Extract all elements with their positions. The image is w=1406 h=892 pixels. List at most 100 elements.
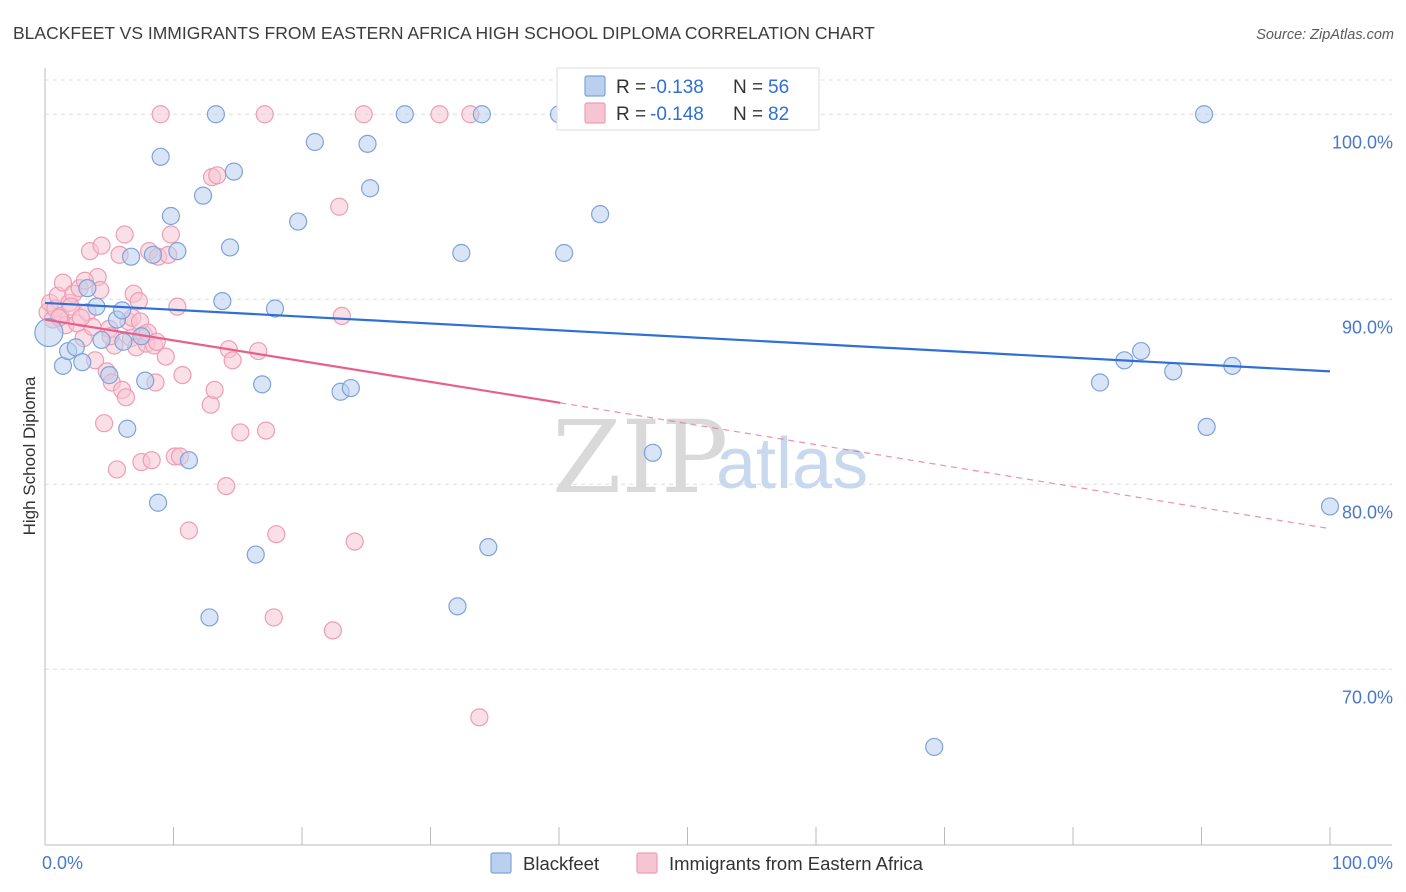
point-eafrica bbox=[345, 532, 364, 551]
point-blackfeet bbox=[265, 299, 285, 318]
point-eafrica bbox=[151, 105, 170, 124]
bottom-legend: Blackfeet Immigrants from Eastern Africa bbox=[490, 852, 924, 874]
point-eafrica bbox=[168, 297, 187, 316]
point-eafrica bbox=[223, 351, 242, 370]
y-tick-label: 100.0% bbox=[1332, 132, 1393, 152]
point-blackfeet bbox=[168, 242, 187, 261]
y-axis-label: High School Diploma bbox=[20, 376, 39, 535]
point-blackfeet bbox=[452, 243, 471, 263]
point-blackfeet bbox=[1320, 497, 1340, 516]
legend-n-label-blackfeet: N = bbox=[733, 77, 763, 98]
point-eafrica bbox=[179, 521, 199, 540]
point-blackfeet bbox=[136, 371, 155, 390]
point-eafrica bbox=[217, 477, 236, 496]
tick-labels: 70.0% 80.0% 90.0% 100.0% 0.0% 100.0% bbox=[42, 132, 1393, 873]
point-eafrica bbox=[264, 608, 283, 627]
y-tick-label: 80.0% bbox=[1342, 502, 1393, 522]
point-blackfeet bbox=[253, 375, 272, 394]
point-blackfeet bbox=[73, 353, 92, 372]
point-blackfeet bbox=[1197, 417, 1216, 436]
point-blackfeet bbox=[479, 538, 498, 557]
point-eafrica bbox=[205, 380, 224, 399]
point-eafrica bbox=[61, 297, 80, 316]
trend-line-eafrica-extrapolated bbox=[560, 402, 1331, 530]
point-blackfeet bbox=[925, 737, 944, 757]
trend-lines bbox=[44, 301, 1331, 530]
legend-swatch-blackfeet bbox=[584, 75, 606, 97]
point-eafrica bbox=[161, 225, 181, 244]
point-blackfeet bbox=[358, 134, 377, 153]
point-eafrica bbox=[323, 621, 342, 640]
point-blackfeet bbox=[179, 451, 199, 470]
trend-line-blackfeet bbox=[44, 301, 1331, 373]
point-eafrica bbox=[142, 451, 161, 470]
watermark-zip: ZIP bbox=[552, 399, 728, 516]
point-eafrica bbox=[332, 306, 351, 325]
point-eafrica bbox=[95, 414, 114, 433]
x-tick-label: 0.0% bbox=[42, 853, 83, 873]
trend-line-eafrica bbox=[44, 318, 561, 404]
point-eafrica bbox=[354, 105, 373, 124]
watermark-atlas: atlas bbox=[716, 424, 868, 504]
point-eafrica bbox=[267, 525, 286, 544]
point-blackfeet bbox=[341, 378, 360, 398]
point-blackfeet bbox=[1090, 373, 1110, 392]
point-blackfeet bbox=[289, 212, 308, 231]
bottom-legend-label-eafrica: Immigrants from Eastern Africa bbox=[669, 853, 924, 874]
point-blackfeet bbox=[100, 366, 119, 385]
series-eastern-africa-points bbox=[38, 105, 489, 727]
point-blackfeet bbox=[143, 245, 163, 264]
point-blackfeet bbox=[200, 608, 219, 627]
point-eafrica bbox=[208, 166, 227, 185]
legend-n-label-eafrica: N = bbox=[733, 104, 763, 125]
legend-swatch-eafrica bbox=[584, 102, 606, 124]
chart-source: Source: ZipAtlas.com bbox=[1256, 27, 1394, 43]
bottom-legend-label-blackfeet: Blackfeet bbox=[523, 853, 599, 874]
point-eafrica bbox=[115, 225, 134, 244]
point-blackfeet bbox=[395, 105, 414, 124]
point-blackfeet bbox=[161, 206, 181, 226]
legend-r-label-eafrica: R = bbox=[616, 104, 646, 125]
point-blackfeet bbox=[92, 330, 111, 350]
bottom-legend-swatch-eafrica bbox=[636, 852, 658, 874]
bottom-legend-swatch-blackfeet bbox=[490, 852, 512, 874]
legend-box: R = -0.138 N = 56 R = -0.148 N = 82 bbox=[556, 67, 820, 131]
point-eafrica bbox=[92, 236, 111, 255]
y-tick-label: 70.0% bbox=[1342, 687, 1393, 707]
point-blackfeet bbox=[1194, 105, 1214, 124]
point-eafrica bbox=[249, 341, 268, 361]
point-eafrica bbox=[156, 347, 175, 366]
point-blackfeet bbox=[448, 597, 467, 616]
point-blackfeet bbox=[224, 162, 243, 181]
point-blackfeet bbox=[118, 419, 137, 438]
point-eafrica bbox=[173, 366, 192, 385]
point-blackfeet bbox=[472, 105, 491, 124]
point-blackfeet bbox=[193, 186, 213, 205]
legend-n-value-blackfeet: 56 bbox=[768, 77, 789, 98]
gridlines bbox=[45, 79, 1392, 670]
point-blackfeet bbox=[148, 493, 168, 512]
point-eafrica bbox=[470, 708, 489, 727]
point-eafrica bbox=[430, 105, 449, 124]
point-eafrica bbox=[255, 105, 274, 124]
point-blackfeet bbox=[114, 332, 133, 351]
series-blackfeet-points bbox=[34, 105, 1340, 757]
point-blackfeet bbox=[305, 132, 324, 152]
point-eafrica bbox=[231, 423, 250, 442]
point-blackfeet bbox=[206, 105, 226, 124]
point-blackfeet bbox=[361, 179, 380, 198]
point-blackfeet bbox=[213, 292, 232, 311]
point-blackfeet bbox=[34, 317, 64, 348]
point-eafrica bbox=[330, 197, 349, 216]
point-eafrica bbox=[107, 460, 127, 479]
point-blackfeet bbox=[112, 301, 132, 320]
point-eafrica bbox=[256, 421, 276, 440]
point-blackfeet bbox=[1132, 341, 1151, 361]
legend-r-value-blackfeet: -0.138 bbox=[650, 77, 704, 98]
legend-r-value-eafrica: -0.148 bbox=[650, 104, 704, 125]
legend-r-label-blackfeet: R = bbox=[616, 77, 646, 98]
point-blackfeet bbox=[555, 243, 574, 263]
point-blackfeet bbox=[78, 279, 97, 298]
point-eafrica bbox=[53, 273, 73, 292]
